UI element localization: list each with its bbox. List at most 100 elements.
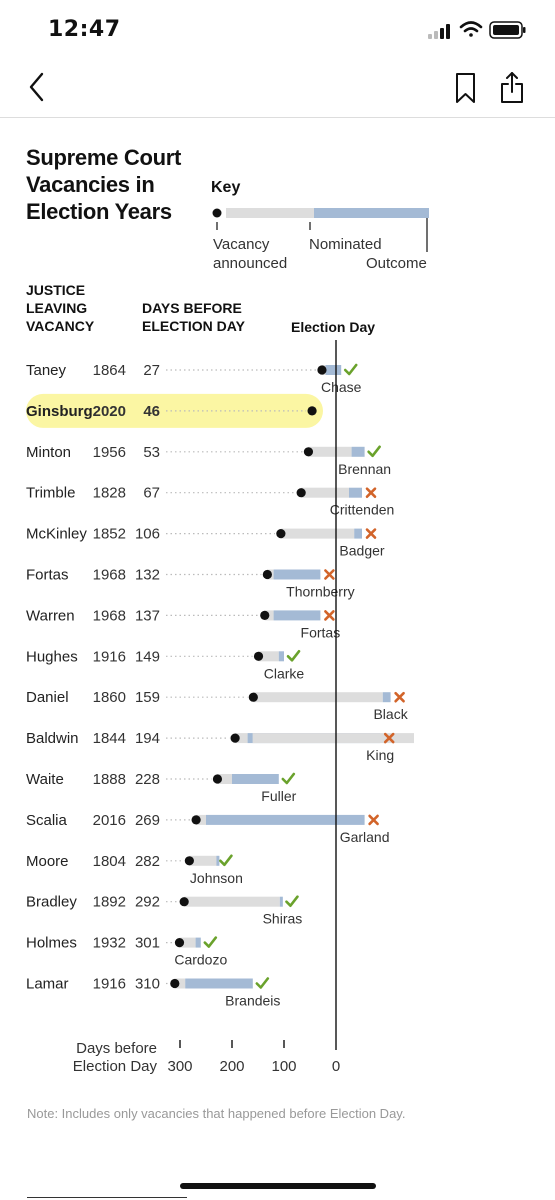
vacancy-dot [230,733,240,743]
axis-label: Election Day [73,1058,158,1075]
wait-bar [308,446,352,457]
x-icon [365,487,377,498]
vacancy-year: 1892 [93,894,126,911]
key-title: Key [211,179,241,196]
x-icon [368,814,379,826]
days-before: 228 [135,771,160,788]
key-outcome-label: Outcome [366,255,427,272]
chart-row: Trimble 1828 67 Crittenden [26,485,394,518]
successor-label: Shiras [263,911,303,927]
wait-bar [253,692,383,703]
justice-name: Moore [26,853,69,870]
nomination-bar [279,896,283,907]
vacancy-year: 2016 [93,812,126,829]
vacancy-chart: Taney 1864 27 Chase Ginsburg 2020 46 Minton 1956… [26,340,414,1075]
wait-bar [280,528,355,539]
axis-tick-label: 100 [271,1058,296,1075]
successor-label: Crittenden [330,502,395,518]
wait-bar [179,937,196,948]
vacancy-dot [307,406,317,416]
vacancy-year: 1852 [93,526,126,543]
days-before: 282 [135,853,160,870]
vacancy-dot [179,897,189,907]
nomination-bar [185,978,253,989]
nomination-bar [351,446,365,457]
chart-row: Scalia 2016 269 Garland [26,812,390,845]
check-icon [219,854,233,867]
x-icon [365,528,377,539]
chart-row: Daniel 1860 159 Black [26,689,409,722]
vacancy-year: 1932 [93,935,126,952]
key-graphic [212,208,429,252]
home-indicator[interactable] [180,1183,376,1189]
signal-icon [428,24,450,39]
chart-row: Hughes 1916 149 Clarke [26,648,304,681]
chart-row: Warren 1968 137 Fortas [26,607,340,640]
battery-icon [489,21,526,39]
axis-tick-label: 200 [219,1058,244,1075]
chart-row: Ginsburg 2020 46 [26,393,323,428]
check-icon [285,895,299,907]
nomination-bar [325,365,342,375]
check-icon [203,936,218,948]
bookmark-button[interactable] [454,72,480,106]
footnote: Note: Includes only vacancies that happe… [27,1106,406,1121]
bookmark-icon [456,73,475,103]
x-icon [324,569,335,580]
successor-label: Badger [339,543,384,559]
wait-bar [252,733,414,744]
wifi-icon [459,21,483,37]
successor-label: Garland [340,829,390,845]
check-icon [255,977,270,989]
axis-label: Days before [76,1040,157,1057]
header-days: DAYS BEFORE ELECTION DAY [142,300,245,334]
x-icon [324,610,335,621]
days-before: 67 [143,485,160,502]
vacancy-year: 2020 [93,403,126,420]
back-button[interactable] [26,70,50,104]
wait-bar [184,896,280,907]
nomination-bar [206,814,365,825]
successor-label: Fuller [261,788,296,804]
vacancy-dot [253,651,264,661]
chart-row: Baldwin 1844 194 King [26,730,414,763]
key-nomination-bar [314,208,429,218]
justice-name: Baldwin [26,730,79,747]
status-icons [428,21,526,39]
vacancy-year: 1968 [93,607,126,624]
successor-label: Chase [321,379,362,395]
nomination-bar [273,610,321,621]
justice-name: Hughes [26,648,78,665]
check-icon [286,650,301,662]
wait-bar [189,855,217,866]
justice-name: Taney [26,362,67,379]
days-before: 310 [135,976,160,993]
days-before: 132 [135,567,160,584]
check-icon [367,445,381,458]
highlight-band [26,393,323,428]
days-before: 301 [135,935,160,952]
justice-name: Holmes [26,935,77,952]
share-button[interactable] [498,70,528,106]
wait-bar [174,978,186,989]
wait-bar [258,651,279,662]
days-before: 149 [135,648,160,665]
x-icon [394,691,405,703]
chart-row: Minton 1956 53 Brennan [26,444,391,477]
days-before: 46 [143,403,160,420]
key-announced-label: announced [213,255,288,272]
justice-name: Ginsburg [26,403,93,420]
wait-bar [217,774,232,784]
vacancy-year: 1828 [93,485,126,502]
days-before: 106 [135,526,160,543]
header-election-day: Election Day [291,319,376,335]
chart-row: McKinley 1852 106 Badger [26,526,385,559]
key-wait-bar [226,208,314,218]
status-bar: 12:47 [0,0,555,60]
days-before: 137 [135,607,160,624]
justice-name: Waite [26,771,64,788]
nomination-bar [354,528,362,539]
justice-name: Trimble [26,485,75,502]
key-nominated-label: Nominated [309,236,382,253]
justice-name: McKinley [26,526,87,543]
